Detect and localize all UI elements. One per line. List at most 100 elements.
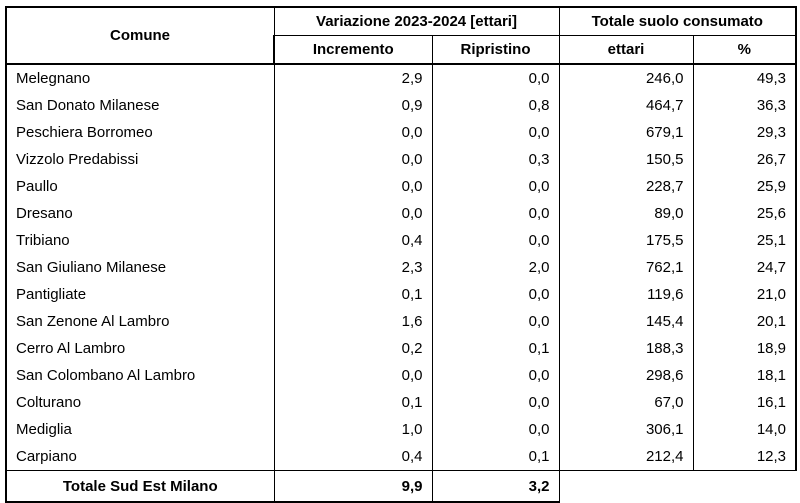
- total-incremento: 9,9: [273, 470, 433, 503]
- incremento-cell: 0,4: [273, 443, 433, 471]
- total-row: Totale Sud Est Milano 9,9 3,2: [5, 470, 796, 503]
- table-row: Dresano 0,0 0,0 89,0 25,6: [5, 200, 798, 227]
- soil-consumption-table: Comune Variazione 2023-2024 [ettari] Tot…: [5, 6, 798, 503]
- ripristino-cell: 0,1: [431, 443, 560, 471]
- ripristino-cell: 0,0: [431, 227, 560, 254]
- percent-cell: 20,1: [692, 308, 798, 335]
- table-body: Melegnano 2,9 0,0 246,0 49,3 San Donato Milan…: [5, 64, 798, 471]
- comune-cell: Carpiano: [5, 443, 275, 471]
- percent-cell: 26,7: [692, 146, 798, 173]
- incremento-cell: 0,0: [273, 362, 433, 389]
- percent-cell: 14,0: [692, 416, 798, 443]
- percent-cell: 18,1: [692, 362, 798, 389]
- ettari-cell: 89,0: [558, 200, 694, 227]
- incremento-cell: 0,0: [273, 146, 433, 173]
- incremento-cell: 1,0: [273, 416, 433, 443]
- comune-cell: San Zenone Al Lambro: [5, 308, 275, 335]
- header-incremento: Incremento: [273, 35, 433, 65]
- percent-cell: 21,0: [692, 281, 798, 308]
- percent-cell: 49,3: [692, 64, 798, 92]
- total-ettari-empty: [559, 471, 693, 503]
- table-row: Carpiano 0,4 0,1 212,4 12,3: [5, 443, 798, 471]
- header-comune: Comune: [5, 6, 275, 65]
- ettari-cell: 298,6: [558, 362, 694, 389]
- ettari-cell: 464,7: [558, 92, 694, 119]
- comune-cell: Colturano: [5, 389, 275, 416]
- comune-cell: Cerro Al Lambro: [5, 335, 275, 362]
- comune-cell: San Colombano Al Lambro: [5, 362, 275, 389]
- ripristino-cell: 0,0: [431, 64, 560, 92]
- table-row: San Donato Milanese 0,9 0,8 464,7 36,3: [5, 92, 798, 119]
- ettari-cell: 212,4: [558, 443, 694, 471]
- table-row: Melegnano 2,9 0,0 246,0 49,3: [5, 64, 798, 92]
- percent-cell: 18,9: [692, 335, 798, 362]
- ettari-cell: 119,6: [558, 281, 694, 308]
- incremento-cell: 0,0: [273, 119, 433, 146]
- table-row: San Giuliano Milanese 2,3 2,0 762,1 24,7: [5, 254, 798, 281]
- incremento-cell: 0,4: [273, 227, 433, 254]
- header-ripristino: Ripristino: [431, 35, 560, 65]
- table-row: Tribiano 0,4 0,0 175,5 25,1: [5, 227, 798, 254]
- header-percent: %: [692, 35, 798, 65]
- ettari-cell: 188,3: [558, 335, 694, 362]
- total-label: Totale Sud Est Milano: [5, 470, 275, 503]
- table-row: Vizzolo Predabissi 0,0 0,3 150,5 26,7: [5, 146, 798, 173]
- comune-cell: Dresano: [5, 200, 275, 227]
- total-ripristino: 3,2: [431, 470, 560, 503]
- ripristino-cell: 2,0: [431, 254, 560, 281]
- table-row: Cerro Al Lambro 0,2 0,1 188,3 18,9: [5, 335, 798, 362]
- ettari-cell: 145,4: [558, 308, 694, 335]
- comune-cell: Mediglia: [5, 416, 275, 443]
- incremento-cell: 2,9: [273, 64, 433, 92]
- header-group-variazione: Variazione 2023-2024 [ettari]: [273, 6, 560, 36]
- ettari-cell: 762,1: [558, 254, 694, 281]
- ripristino-cell: 0,0: [431, 308, 560, 335]
- header-ettari: ettari: [558, 35, 694, 65]
- ripristino-cell: 0,0: [431, 119, 560, 146]
- ettari-cell: 306,1: [558, 416, 694, 443]
- comune-cell: Tribiano: [5, 227, 275, 254]
- table-header: Comune Variazione 2023-2024 [ettari] Tot…: [5, 6, 798, 65]
- ettari-cell: 246,0: [558, 64, 694, 92]
- comune-cell: Pantigliate: [5, 281, 275, 308]
- incremento-cell: 0,0: [273, 200, 433, 227]
- comune-cell: San Donato Milanese: [5, 92, 275, 119]
- header-group-totale: Totale suolo consumato: [558, 6, 798, 36]
- ettari-cell: 679,1: [558, 119, 694, 146]
- percent-cell: 36,3: [692, 92, 798, 119]
- table-row: San Zenone Al Lambro 1,6 0,0 145,4 20,1: [5, 308, 798, 335]
- incremento-cell: 0,9: [273, 92, 433, 119]
- ripristino-cell: 0,3: [431, 146, 560, 173]
- ripristino-cell: 0,0: [431, 200, 560, 227]
- table-row: Peschiera Borromeo 0,0 0,0 679,1 29,3: [5, 119, 798, 146]
- table-footer: Totale Sud Est Milano 9,9 3,2: [5, 470, 796, 503]
- percent-cell: 25,1: [692, 227, 798, 254]
- comune-cell: Melegnano: [5, 64, 275, 92]
- incremento-cell: 0,0: [273, 173, 433, 200]
- header-group-row: Comune Variazione 2023-2024 [ettari] Tot…: [5, 6, 798, 65]
- ripristino-cell: 0,1: [431, 335, 560, 362]
- table-row: Colturano 0,1 0,0 67,0 16,1: [5, 389, 798, 416]
- percent-cell: 16,1: [692, 389, 798, 416]
- ettari-cell: 175,5: [558, 227, 694, 254]
- incremento-cell: 0,1: [273, 389, 433, 416]
- incremento-cell: 0,1: [273, 281, 433, 308]
- ripristino-cell: 0,0: [431, 362, 560, 389]
- ettari-cell: 150,5: [558, 146, 694, 173]
- header-sub-row: Incremento Ripristino ettari %: [6, 35, 798, 65]
- table-row: San Colombano Al Lambro 0,0 0,0 298,6 18,1: [5, 362, 798, 389]
- incremento-cell: 0,2: [273, 335, 433, 362]
- percent-cell: 25,9: [692, 173, 798, 200]
- percent-cell: 25,6: [692, 200, 798, 227]
- ripristino-cell: 0,0: [431, 281, 560, 308]
- comune-cell: San Giuliano Milanese: [5, 254, 275, 281]
- ripristino-cell: 0,0: [431, 173, 560, 200]
- comune-cell: Vizzolo Predabissi: [5, 146, 275, 173]
- comune-cell: Paullo: [5, 173, 275, 200]
- ripristino-cell: 0,8: [431, 92, 560, 119]
- ettari-cell: 228,7: [558, 173, 694, 200]
- ettari-cell: 67,0: [558, 389, 694, 416]
- incremento-cell: 2,3: [273, 254, 433, 281]
- percent-cell: 24,7: [692, 254, 798, 281]
